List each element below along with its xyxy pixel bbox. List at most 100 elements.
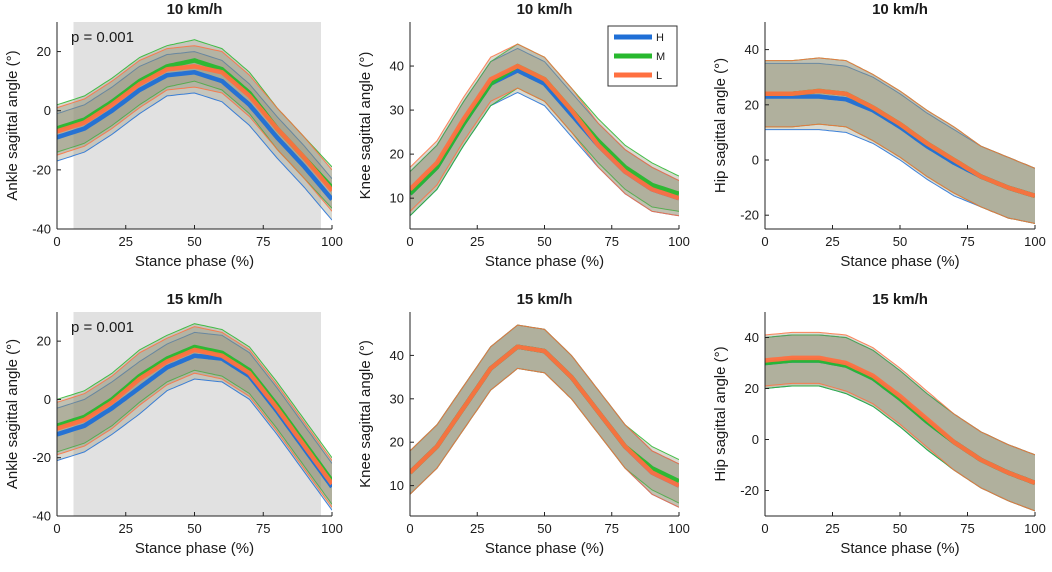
y-axis-label: Hip sagittal angle (°) (712, 58, 729, 193)
sd-band-L (765, 57, 1035, 224)
x-tick-label: 75 (605, 234, 619, 249)
sd-band-L (57, 326, 332, 508)
panel-title: 15 km/h (517, 291, 573, 308)
sd-band-M (410, 325, 679, 503)
y-tick-label: 20 (37, 44, 51, 59)
panel-title: 15 km/h (167, 291, 223, 308)
sd-band-M (765, 335, 1035, 511)
sd-upper-L (57, 326, 332, 461)
legend: HML (607, 25, 678, 87)
x-axis-label: Stance phase (%) (840, 540, 959, 557)
x-tick-label: 50 (187, 521, 201, 536)
y-tick-label: -20 (740, 208, 759, 223)
sd-lower-L (57, 372, 332, 508)
legend-label-L: L (656, 70, 662, 82)
y-tick-label: 40 (745, 330, 759, 345)
y-tick-label: 20 (37, 334, 51, 349)
x-tick-label: 0 (761, 521, 768, 536)
x-tick-label: 50 (893, 521, 907, 536)
x-tick-label: 50 (537, 234, 551, 249)
panel-knee-10: 0 25 50 75 100 10 20 30 40 10 km/h Stance phase (%… (357, 1, 690, 270)
x-tick-label: 0 (761, 234, 768, 249)
legend-label-M: M (656, 51, 665, 63)
panel-knee-15: 0 25 50 75 100 10 20 30 40 15 km/h Stance phase (%… (357, 291, 690, 557)
x-tick-label: 100 (1024, 234, 1046, 249)
x-axis-label: Stance phase (%) (135, 540, 254, 557)
sd-lower-H (57, 378, 332, 511)
sd-band-H (410, 48, 679, 216)
x-tick-label: 50 (187, 234, 201, 249)
sd-upper-H (57, 331, 332, 464)
significance-region (73, 22, 321, 229)
y-tick-label: 30 (390, 103, 404, 118)
p-value-annotation: p = 0.001 (71, 29, 134, 46)
mean-line-L (57, 347, 332, 486)
x-tick-label: 0 (406, 521, 413, 536)
sd-lower-L (765, 382, 1035, 512)
x-tick-label: 100 (1024, 521, 1046, 536)
y-tick-label: 0 (752, 432, 759, 447)
sd-lower-H (57, 92, 332, 221)
x-tick-label: 50 (537, 521, 551, 536)
x-tick-label: 25 (119, 521, 133, 536)
y-axis-label: Ankle sagittal angle (°) (4, 50, 21, 200)
x-tick-label: 75 (256, 521, 270, 536)
x-tick-label: 100 (321, 521, 343, 536)
plot-area (765, 331, 1035, 512)
sd-upper-L (57, 45, 332, 171)
plot-area (57, 22, 332, 229)
mean-line-L (57, 64, 332, 193)
y-tick-label: 0 (44, 392, 51, 407)
y-tick-label: -40 (32, 509, 51, 524)
sd-band-M (410, 44, 679, 216)
x-tick-label: 25 (825, 234, 839, 249)
y-tick-label: 40 (745, 42, 759, 57)
plot-area (410, 43, 679, 217)
sd-band-H (765, 335, 1035, 511)
x-axis-label: Stance phase (%) (485, 253, 604, 270)
panel-ankle-15: 0 25 50 75 100 -40 -20 0 20 15 km/h Stance phase (… (4, 291, 343, 557)
sd-band-L (765, 332, 1035, 511)
x-tick-label: 50 (893, 234, 907, 249)
p-value-annotation: p = 0.001 (71, 319, 134, 336)
x-tick-label: 25 (119, 234, 133, 249)
legend-label-H: H (656, 32, 664, 44)
x-tick-label: 25 (470, 521, 484, 536)
sd-band-L (57, 45, 332, 212)
x-tick-label: 25 (825, 521, 839, 536)
x-tick-label: 75 (605, 521, 619, 536)
plot-area (765, 57, 1035, 224)
sd-lower-M (57, 369, 332, 505)
sd-lower-L (410, 87, 679, 217)
sd-upper-L (410, 324, 679, 465)
mean-line-H (57, 70, 332, 201)
y-tick-label: 10 (390, 191, 404, 206)
panel-title: 10 km/h (167, 1, 223, 18)
sd-band-L (410, 325, 679, 508)
y-axis-label: Ankle sagittal angle (°) (4, 339, 21, 489)
y-tick-label: -20 (32, 450, 51, 465)
sd-band-L (410, 44, 679, 216)
x-tick-label: 100 (668, 234, 690, 249)
x-tick-label: 100 (668, 521, 690, 536)
sd-upper-M (57, 323, 332, 458)
x-tick-label: 75 (960, 521, 974, 536)
y-tick-label: 20 (390, 147, 404, 162)
sd-band-H (57, 332, 332, 511)
x-tick-label: 25 (470, 234, 484, 249)
sd-lower-L (410, 367, 679, 508)
x-tick-label: 0 (406, 234, 413, 249)
y-tick-label: 20 (745, 97, 759, 112)
y-tick-label: 0 (752, 153, 759, 168)
sd-band-M (57, 323, 332, 505)
x-axis-label: Stance phase (%) (840, 253, 959, 270)
y-tick-label: 20 (390, 435, 404, 450)
x-tick-label: 100 (321, 234, 343, 249)
sd-lower-L (765, 123, 1035, 224)
x-axis-label: Stance phase (%) (485, 540, 604, 557)
mean-line-L (765, 355, 1035, 486)
plot-area (410, 324, 679, 508)
panel-hip-15: 0 25 50 75 100 -20 0 20 40 15 km/h Stance phase (%… (712, 291, 1046, 557)
